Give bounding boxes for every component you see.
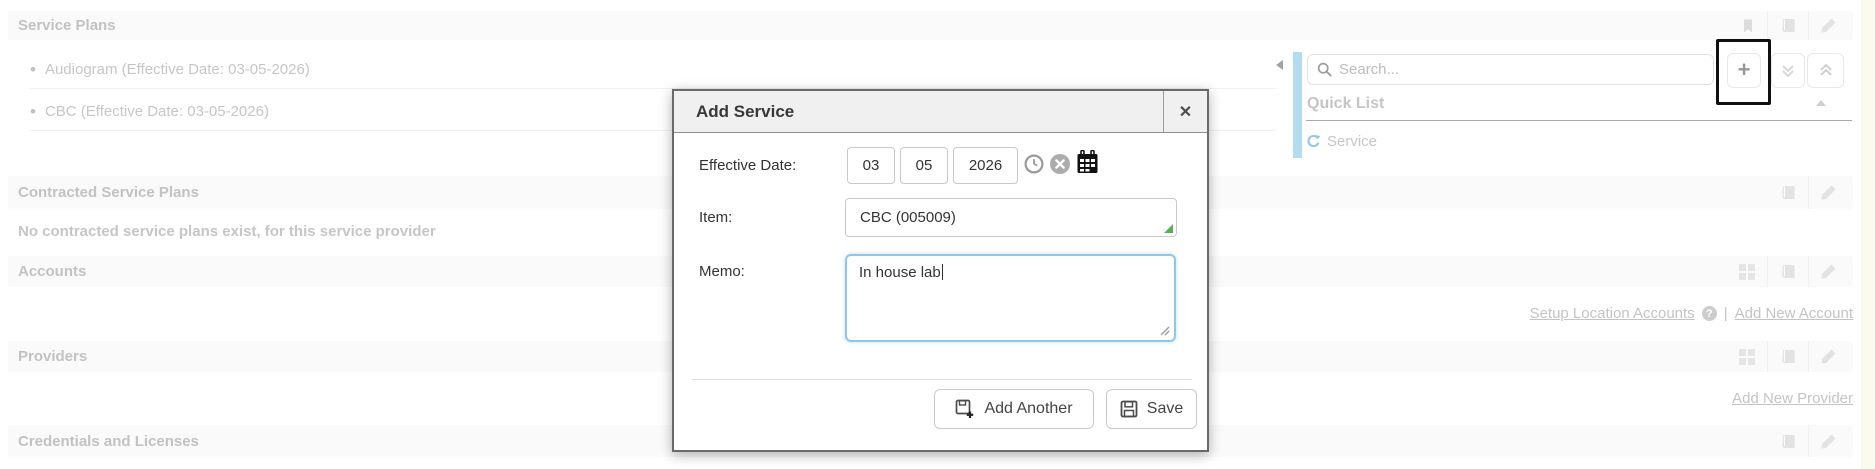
service-plan-row[interactable]: • Audiogram (Effective Date: 03-05-2026) xyxy=(30,50,1276,89)
section-title: Providers xyxy=(18,348,88,365)
log-icon[interactable] xyxy=(1779,17,1797,34)
save-label: Save xyxy=(1146,400,1184,417)
section-title: Credentials and Licenses xyxy=(18,432,199,450)
clock-icon[interactable] xyxy=(1024,154,1044,174)
dialog-header: Add Service ✕ xyxy=(674,91,1207,133)
section-title: Accounts xyxy=(18,263,87,280)
save-button[interactable]: Save xyxy=(1106,389,1197,429)
service-plan-label: Audiogram (Effective Date: 03-05-2026) xyxy=(44,60,310,78)
item-label: Item: xyxy=(699,209,733,226)
search-icon xyxy=(1317,62,1332,77)
add-service-button[interactable]: + xyxy=(1727,53,1761,88)
toolbar-divider xyxy=(1808,11,1809,40)
chevron-double-down-icon xyxy=(1782,65,1794,78)
memo-textarea[interactable]: In house lab xyxy=(845,254,1176,342)
chevron-double-up-icon xyxy=(1819,63,1832,76)
collapse-all-button[interactable] xyxy=(1807,53,1844,88)
service-plan-row[interactable]: • CBC (Effective Date: 03-05-2026) xyxy=(30,92,1276,131)
effective-date-day-field[interactable] xyxy=(900,147,948,184)
edit-icon[interactable] xyxy=(1820,348,1837,365)
toolbar-divider xyxy=(1767,341,1768,372)
section-title: Contracted Service Plans xyxy=(18,184,199,201)
item-select[interactable]: CBC (005009) xyxy=(845,198,1177,237)
quick-search xyxy=(1307,54,1714,85)
refresh-icon xyxy=(1307,134,1321,148)
quick-list-divider xyxy=(1306,120,1852,121)
link-separator: | xyxy=(1723,305,1728,322)
empty-message: No contracted service plans exist, for t… xyxy=(18,223,436,240)
quick-list-title: Quick List xyxy=(1307,95,1385,112)
clear-date-icon[interactable] xyxy=(1050,154,1070,174)
toolbar-divider xyxy=(1767,256,1768,287)
add-service-dialog: Add Service ✕ Effective Date: Item: CBC … xyxy=(672,89,1209,452)
toolbar-divider xyxy=(1808,341,1809,372)
add-another-button[interactable]: Add Another xyxy=(934,389,1094,429)
add-new-provider-link[interactable]: Add New Provider xyxy=(1732,390,1853,407)
edit-icon[interactable] xyxy=(1820,433,1837,450)
add-new-account-link[interactable]: Add New Account xyxy=(1734,305,1853,322)
item-value: CBC (005009) xyxy=(860,209,956,226)
search-input[interactable] xyxy=(1339,61,1713,78)
bookmark-icon[interactable] xyxy=(1740,18,1756,34)
plus-icon: + xyxy=(1737,56,1751,82)
help-icon[interactable]: ? xyxy=(1701,306,1717,321)
section-toolbar xyxy=(1779,425,1853,457)
bullet-icon: • xyxy=(30,59,36,79)
resize-grip-icon[interactable] xyxy=(1160,326,1170,336)
edit-icon[interactable] xyxy=(1820,263,1837,280)
footer-divider xyxy=(692,379,1192,380)
effective-date-label: Effective Date: xyxy=(699,157,797,174)
effective-date-year-field[interactable] xyxy=(953,147,1018,184)
add-another-label: Add Another xyxy=(984,400,1073,417)
log-icon[interactable] xyxy=(1779,263,1797,280)
text-caret xyxy=(941,264,943,280)
toolbar-divider xyxy=(1767,11,1768,40)
section-header-service-plans: Service Plans xyxy=(8,11,1853,40)
section-toolbar xyxy=(1738,341,1853,372)
dialog-title: Add Service xyxy=(696,101,795,121)
section-toolbar xyxy=(1738,256,1853,287)
accounts-links: Setup Location Accounts ? | Add New Acco… xyxy=(1530,305,1853,322)
memo-value: In house lab xyxy=(859,264,941,281)
section-title: Service Plans xyxy=(18,17,116,34)
section-toolbar xyxy=(1740,11,1853,40)
providers-links: Add New Provider xyxy=(1732,390,1853,407)
service-plan-label: CBC (Effective Date: 03-05-2026) xyxy=(44,102,269,120)
expand-all-button[interactable] xyxy=(1771,53,1805,88)
calendar-icon[interactable] xyxy=(1076,150,1099,174)
close-icon[interactable]: ✕ xyxy=(1163,91,1207,132)
edit-icon[interactable] xyxy=(1820,184,1837,201)
memo-label: Memo: xyxy=(699,262,745,280)
log-icon[interactable] xyxy=(1779,348,1797,365)
save-plus-icon xyxy=(956,399,974,418)
right-edge-gutter xyxy=(1861,0,1875,469)
save-icon xyxy=(1120,400,1138,418)
grid-icon[interactable] xyxy=(1738,348,1756,366)
quick-list-item-label: Service xyxy=(1327,133,1378,150)
toolbar-divider xyxy=(1808,425,1809,457)
combo-corner-icon xyxy=(1164,224,1173,233)
toolbar-divider xyxy=(1808,176,1809,209)
setup-location-accounts-link[interactable]: Setup Location Accounts xyxy=(1529,305,1695,322)
log-icon[interactable] xyxy=(1779,433,1797,450)
bullet-icon: • xyxy=(30,101,36,121)
section-toolbar xyxy=(1779,176,1853,209)
log-icon[interactable] xyxy=(1779,184,1797,201)
toolbar-divider xyxy=(1808,256,1809,287)
grid-icon[interactable] xyxy=(1738,263,1756,281)
quick-list-item-service[interactable]: Service xyxy=(1306,133,1377,150)
collapse-section-icon[interactable] xyxy=(1816,100,1826,106)
edit-icon[interactable] xyxy=(1820,17,1837,34)
effective-date-month-field[interactable] xyxy=(847,147,895,184)
panel-accent-bar xyxy=(1293,52,1302,158)
collapse-panel-icon[interactable] xyxy=(1276,60,1283,70)
